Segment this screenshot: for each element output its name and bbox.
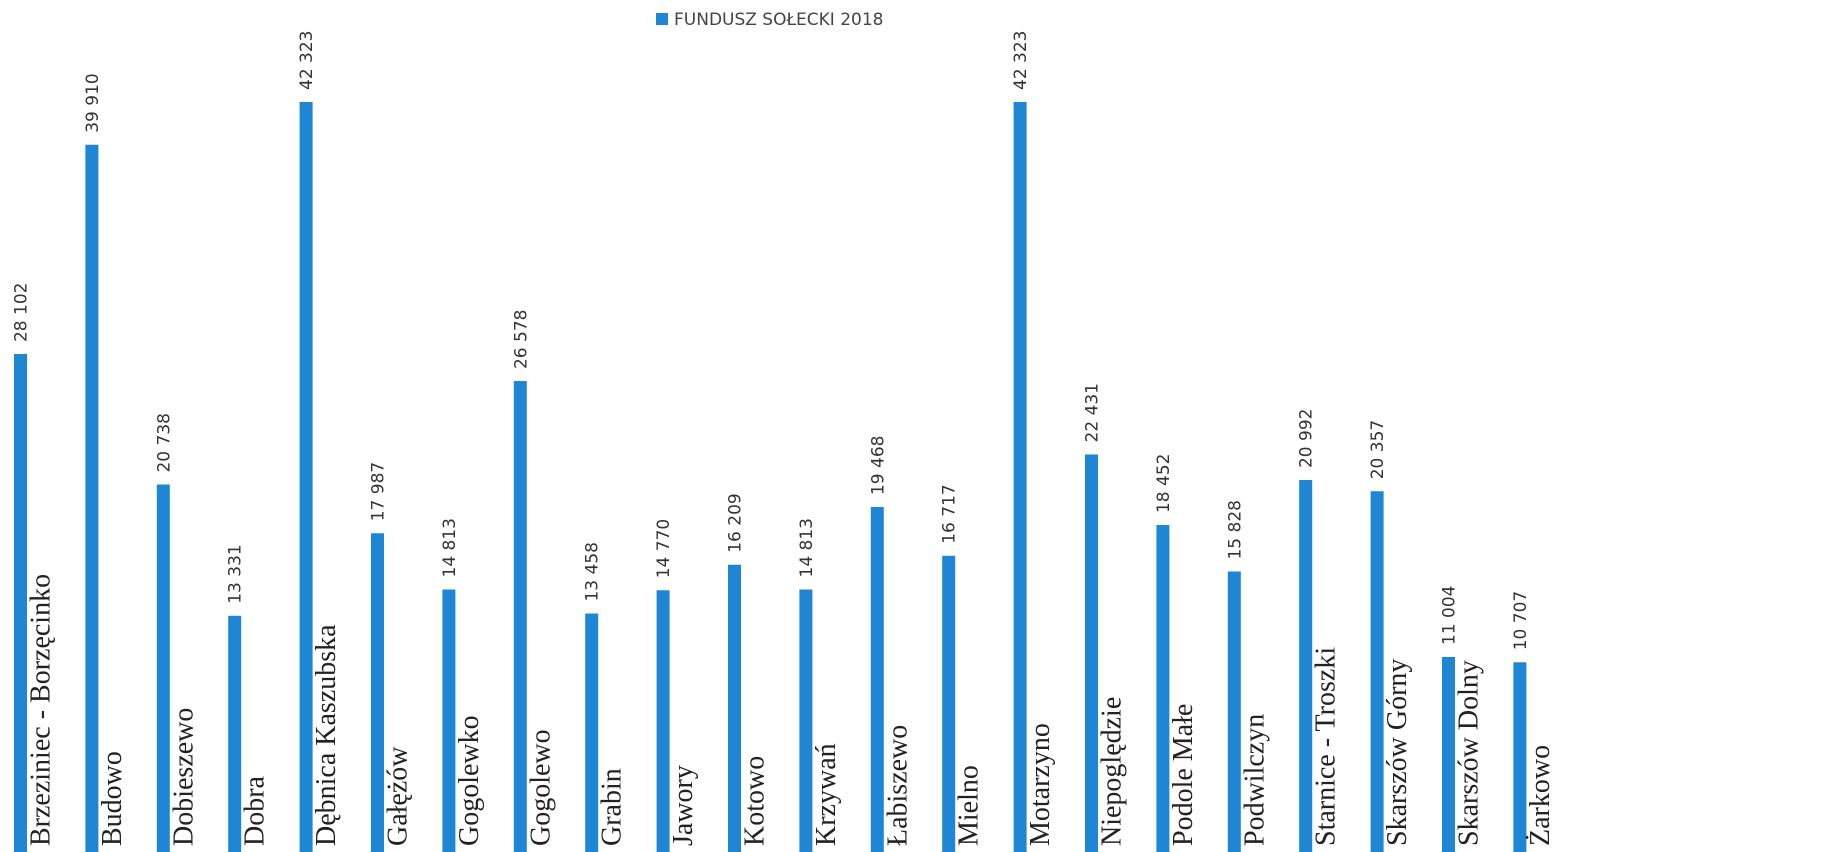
bar <box>942 555 956 852</box>
category-label: Jawory <box>668 765 699 846</box>
bar <box>870 507 884 852</box>
bar <box>1013 102 1027 852</box>
category-label: Skarszów Górny <box>1382 659 1413 846</box>
value-label: 10 707 <box>1511 591 1531 650</box>
bar <box>1370 491 1384 852</box>
bar <box>85 144 99 852</box>
value-label: 20 357 <box>1368 420 1388 479</box>
bar <box>1156 525 1170 852</box>
bar <box>1442 656 1455 852</box>
category-label: Krzywań <box>811 743 842 846</box>
value-label: 42 323 <box>1011 31 1031 90</box>
category-label: Brzeziniec - Borzęcinko <box>26 574 57 846</box>
category-label: Dobieszewo <box>168 708 199 846</box>
value-label: 19 468 <box>868 436 888 495</box>
value-label: 28 102 <box>12 283 32 342</box>
value-label: 13 331 <box>226 544 246 603</box>
category-label: Gogolewko <box>454 715 485 846</box>
category-label: Skarszów Dolny <box>1454 660 1485 846</box>
value-label: 42 323 <box>297 31 317 90</box>
category-label: Niepoględzie <box>1097 697 1128 846</box>
category-label: Grabin <box>597 768 628 846</box>
category-label: Motarzyno <box>1025 723 1056 846</box>
legend-swatch <box>656 13 668 25</box>
bar <box>1227 571 1241 852</box>
bar <box>14 354 27 852</box>
category-label: Budowo <box>97 751 128 846</box>
bar <box>1513 662 1527 852</box>
category-label: Gałężów <box>383 746 414 846</box>
bar <box>442 589 456 852</box>
value-label: 26 578 <box>511 310 531 369</box>
bar <box>799 589 813 852</box>
category-label: Gogolewo <box>525 729 556 846</box>
value-label: 22 431 <box>1083 383 1103 442</box>
value-label: 20 738 <box>154 413 174 472</box>
value-label: 16 717 <box>940 484 960 543</box>
value-label: 17 987 <box>369 462 389 521</box>
bar <box>371 533 384 852</box>
category-label: Dębnica Kaszubska <box>311 624 342 846</box>
bar <box>228 615 242 852</box>
value-label: 15 828 <box>1225 500 1245 559</box>
category-label: Kotowo <box>740 756 771 846</box>
bar <box>1085 454 1098 852</box>
category-label: Dobra <box>240 775 271 846</box>
bar <box>513 381 527 852</box>
legend-label: FUNDUSZ SOŁECKI 2018 <box>674 10 883 30</box>
category-label: Starnice - Troszki <box>1311 647 1342 846</box>
value-label: 11 004 <box>1440 586 1460 645</box>
value-label: 16 209 <box>726 493 746 552</box>
category-label: Mielno <box>954 765 985 846</box>
value-label: 39 910 <box>83 73 103 132</box>
bar <box>156 484 170 852</box>
value-label: 18 452 <box>1154 454 1174 513</box>
value-label: 13 458 <box>583 542 603 601</box>
bar <box>656 590 670 852</box>
bar <box>728 564 741 852</box>
bar <box>1299 480 1313 852</box>
category-label: Łabiszewo <box>882 725 913 846</box>
value-label: 14 813 <box>440 518 460 577</box>
bar <box>585 613 599 852</box>
category-label: Podwilczyn <box>1239 714 1270 846</box>
value-label: 14 770 <box>654 519 674 578</box>
category-label: Podole Małe <box>1168 704 1199 846</box>
bar <box>299 102 313 852</box>
value-label: 14 813 <box>797 518 817 577</box>
category-label: Żarkowo <box>1525 745 1556 846</box>
value-label: 20 992 <box>1297 409 1317 468</box>
